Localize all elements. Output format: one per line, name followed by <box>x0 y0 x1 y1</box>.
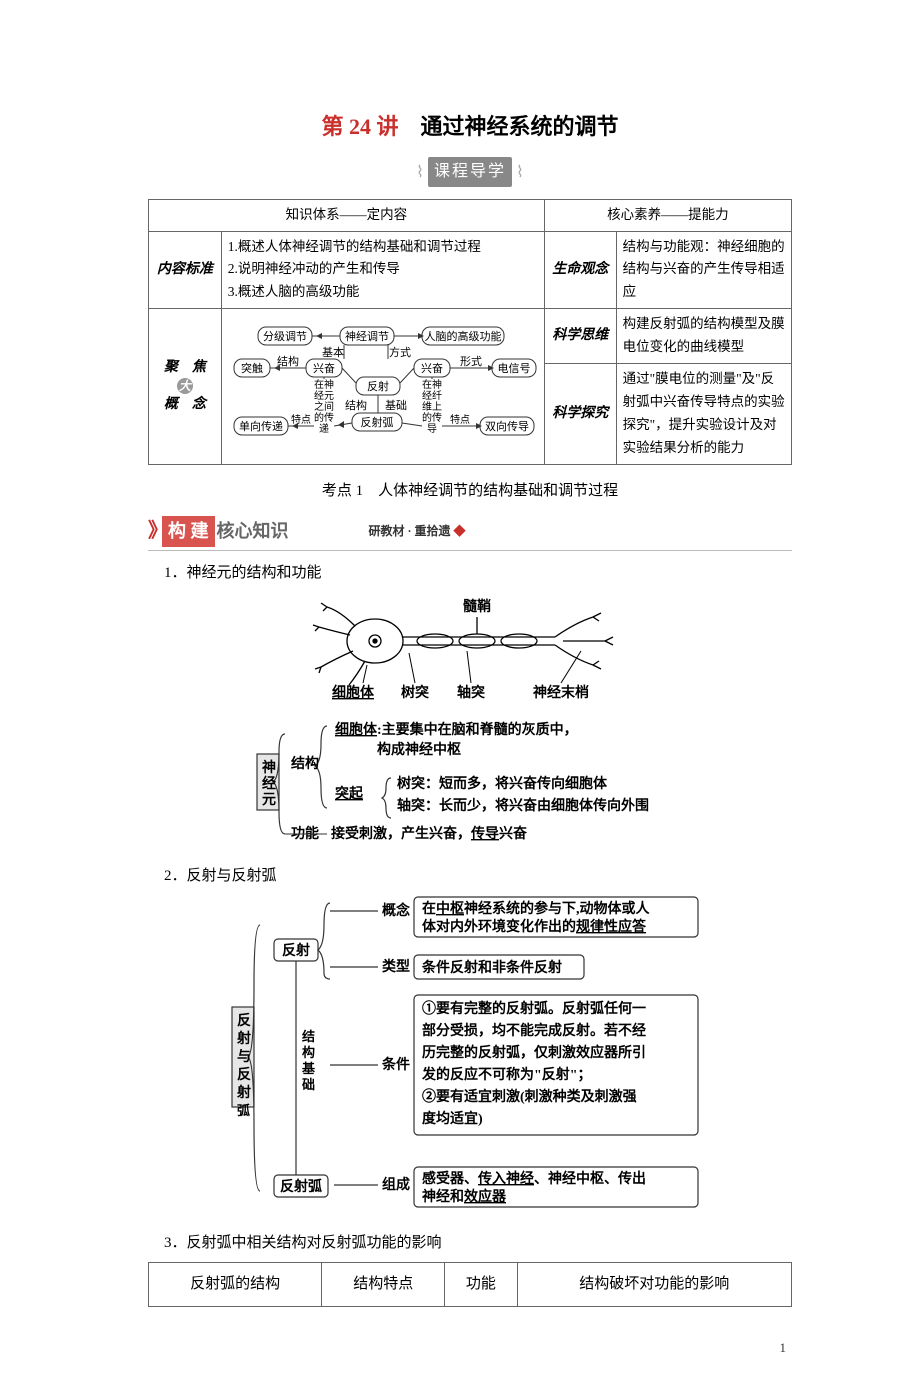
svg-text:特点: 特点 <box>450 414 470 426</box>
svg-text:反射: 反射 <box>282 942 310 959</box>
svg-text:元: 元 <box>262 792 276 808</box>
row-label-2: 聚 焦大概 念 <box>149 309 222 465</box>
svg-text:神经末梢: 神经末梢 <box>533 684 589 701</box>
svg-text:反: 反 <box>237 1012 251 1029</box>
svg-text:电信号: 电信号 <box>497 362 530 375</box>
right-text: 结构与功能观：神经细胞的结构与兴奋的产生传导相适应 <box>616 231 791 309</box>
page-number: 1 <box>148 1337 792 1359</box>
svg-text:组成: 组成 <box>382 1176 410 1193</box>
svg-text:结构: 结构 <box>345 398 367 412</box>
svg-text:基础: 基础 <box>385 399 407 412</box>
svg-text:感受器、传入神经、神经中枢、传出: 感受器、传入神经、神经中枢、传出 <box>422 1170 646 1187</box>
svg-text:维上: 维上 <box>422 400 442 413</box>
svg-text:结构: 结构 <box>291 755 319 772</box>
svg-text:经: 经 <box>262 775 276 792</box>
svg-text:的传: 的传 <box>422 411 442 424</box>
neuron-brace: 神经元 结构 功能 细胞体:主要集中在脑和脊髓的灰质中， 构成神经中枢 突起 树… <box>148 718 792 858</box>
kaodian-heading: 考点 1 人体神经调节的结构基础和调节过程 <box>148 479 792 505</box>
section-2: 2．反射与反射弧 <box>164 864 792 890</box>
svg-text:①要有完整的反射弧。反射弧任何一: ①要有完整的反射弧。反射弧任何一 <box>422 1000 646 1017</box>
svg-text:树突: 树突 <box>401 684 429 701</box>
svg-text:兴奋: 兴奋 <box>313 361 335 375</box>
svg-text:结构: 结构 <box>277 354 299 368</box>
svg-text:在神: 在神 <box>422 378 442 391</box>
svg-text:概念: 概念 <box>382 902 411 919</box>
svg-text:经元: 经元 <box>314 389 334 402</box>
th-feature: 结构特点 <box>322 1263 445 1307</box>
page-title: 第 24 讲 通过神经系统的调节 <box>148 108 792 145</box>
svg-text:细胞体: 细胞体 <box>332 684 375 701</box>
svg-text:反: 反 <box>237 1066 251 1083</box>
svg-text:②要有适宜刺激(刺激种类及刺激强: ②要有适宜刺激(刺激种类及刺激强 <box>422 1088 637 1105</box>
svg-text:条件反射和非条件反射: 条件反射和非条件反射 <box>421 959 562 976</box>
svg-text:分级调节: 分级调节 <box>263 330 307 343</box>
content-standards: 1.概述人体神经调节的结构基础和调节过程 2.说明神经冲动的产生和传导 3.概述… <box>221 231 544 309</box>
svg-text:反射弧: 反射弧 <box>360 415 393 429</box>
svg-text:的传: 的传 <box>314 411 334 424</box>
bottom-table: 反射弧的结构 结构特点 功能 结构破坏对功能的影响 <box>148 1262 792 1307</box>
svg-text:树突：短而多，将兴奋传向细胞体: 树突：短而多，将兴奋传向细胞体 <box>397 775 608 792</box>
row-label: 内容标准 <box>149 231 222 309</box>
top-table: 知识体系——定内容 核心素养——提能力 内容标准 1.概述人体神经调节的结构基础… <box>148 199 792 465</box>
construct-heading: 》 构 建 核心知识 研教材 · 重拾遗 ◆ <box>148 514 792 551</box>
svg-text:方式: 方式 <box>389 345 411 359</box>
svg-text:特点: 特点 <box>291 414 311 426</box>
svg-text:髓鞘: 髓鞘 <box>463 598 491 615</box>
svg-text:神: 神 <box>262 759 276 776</box>
svg-text:础: 础 <box>302 1077 315 1092</box>
svg-text:轴突：长而少，将兴奋由细胞体传向外围: 轴突：长而少，将兴奋由细胞体传向外围 <box>397 797 649 814</box>
th-structure: 反射弧的结构 <box>149 1263 322 1307</box>
section-3: 3．反射弧中相关结构对反射弧功能的影响 <box>164 1231 792 1257</box>
swirl-left-icon: ⌇ <box>416 159 424 186</box>
svg-text:反射弧: 反射弧 <box>280 1178 322 1195</box>
svg-text:细胞体:主要集中在脑和脊髓的灰质中，: 细胞体:主要集中在脑和脊髓的灰质中， <box>335 721 578 738</box>
chevron-right-icon: 》 <box>148 514 158 548</box>
svg-text:突触: 突触 <box>241 361 263 375</box>
svg-text:导: 导 <box>427 423 437 435</box>
svg-text:基: 基 <box>301 1061 316 1076</box>
concept-map-cell: 分级调节 神经调节 人脑的高级功能 基本 方式 突触 兴奋 兴奋 电信号 结构 <box>221 309 544 465</box>
svg-text:条件: 条件 <box>381 1056 410 1073</box>
svg-text:射: 射 <box>236 1030 251 1047</box>
svg-text:神经和效应器: 神经和效应器 <box>422 1188 507 1205</box>
svg-text:接受刺激，产生兴奋，传导兴奋: 接受刺激，产生兴奋，传导兴奋 <box>331 825 528 842</box>
svg-text:与: 与 <box>237 1049 251 1065</box>
section-1: 1．神经元的结构和功能 <box>164 561 792 587</box>
top-header-right: 核心素养——提能力 <box>544 199 791 231</box>
svg-text:弧: 弧 <box>237 1103 250 1118</box>
svg-text:形式: 形式 <box>460 355 482 368</box>
svg-text:类型: 类型 <box>382 958 410 975</box>
svg-text:兴奋: 兴奋 <box>421 361 443 375</box>
th-function: 功能 <box>445 1263 517 1307</box>
svg-text:经纤: 经纤 <box>422 389 442 402</box>
svg-text:突起: 突起 <box>335 785 364 802</box>
th-effect: 结构破坏对功能的影响 <box>517 1263 791 1307</box>
svg-text:在中枢神经系统的参与下,动物体或人: 在中枢神经系统的参与下,动物体或人 <box>422 900 650 917</box>
concept-map-svg: 分级调节 神经调节 人脑的高级功能 基本 方式 突触 兴奋 兴奋 电信号 结构 <box>228 323 538 451</box>
svg-text:单向传递: 单向传递 <box>239 419 283 433</box>
svg-text:轴突: 轴突 <box>457 684 485 701</box>
banner: ⌇课程导学⌇ <box>148 157 792 186</box>
neuron-figure: 髓鞘 细胞体 树突 轴突 神经末梢 <box>148 593 792 713</box>
svg-text:基本: 基本 <box>322 345 344 359</box>
svg-text:发的反应不可称为"反射"；: 发的反应不可称为"反射"； <box>421 1066 592 1083</box>
top-header-left: 知识体系——定内容 <box>149 199 545 231</box>
svg-text:构成神经中枢: 构成神经中枢 <box>377 741 461 758</box>
svg-text:构: 构 <box>302 1045 315 1060</box>
svg-text:度均适宜): 度均适宜) <box>422 1110 483 1127</box>
svg-text:神经调节: 神经调节 <box>345 329 389 343</box>
svg-text:在神: 在神 <box>314 378 334 391</box>
svg-text:双向传导: 双向传导 <box>485 419 529 433</box>
svg-text:射: 射 <box>236 1084 251 1101</box>
reflex-brace: 反射与反射弧 反射 反射弧 结构基础 概念 类型 条件 组成 在中枢神经系统的参… <box>148 895 792 1225</box>
svg-text:历完整的反射弧，仅刺激效应器所引: 历完整的反射弧，仅刺激效应器所引 <box>422 1044 646 1061</box>
svg-text:结: 结 <box>302 1029 315 1044</box>
svg-text:之间: 之间 <box>314 400 334 413</box>
svg-text:体对内外环境变化作出的规律性应答: 体对内外环境变化作出的规律性应答 <box>422 918 647 935</box>
svg-text:递: 递 <box>319 422 329 435</box>
svg-text:人脑的高级功能: 人脑的高级功能 <box>424 329 501 343</box>
svg-text:部分受损，均不能完成反射。若不经: 部分受损，均不能完成反射。若不经 <box>422 1022 646 1039</box>
swirl-right-icon: ⌇ <box>516 159 524 186</box>
svg-text:反射: 反射 <box>367 379 389 393</box>
